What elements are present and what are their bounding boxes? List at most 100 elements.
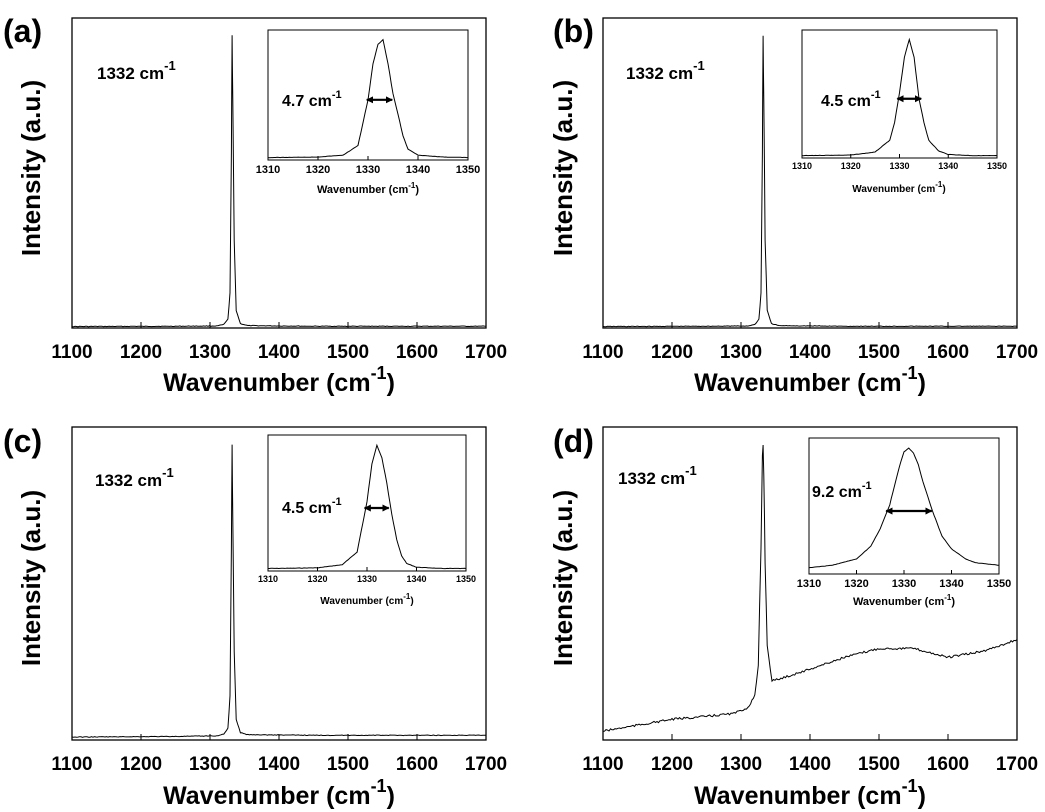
x-axis-label-main-a: Wavenumber (cm bbox=[163, 369, 370, 397]
panel-b: (b) Intensity (a.u.) 1100 1200 1300 1400 150… bbox=[548, 13, 1038, 397]
fwhm-label-main-a: 4.7 cm bbox=[282, 93, 332, 110]
inset-frame-a bbox=[267, 29, 469, 161]
y-axis-label-d: Intensity (a.u.) bbox=[548, 490, 578, 666]
peak-label-c: 1332 cm-1 bbox=[95, 465, 174, 490]
x-axis-label-main-c: Wavenumber (cm bbox=[163, 782, 370, 810]
inset-b: 1310 1320 1330 1340 1350 4.5 cm-1 Wavenumber… bbox=[792, 29, 1007, 195]
panel-label-b: (b) bbox=[553, 13, 594, 49]
inset-d: 1310 1320 1330 1340 1350 9.2 cm-1 Wavenumber… bbox=[797, 437, 1011, 608]
y-axis-label-a: Intensity (a.u.) bbox=[16, 80, 46, 256]
inset-x-tick-label-b-3: 1340 bbox=[938, 161, 958, 171]
x-ticks-d bbox=[602, 734, 1018, 740]
x-tick-label-b-2: 1300 bbox=[720, 342, 762, 363]
inset-x-tick-label-a-0: 1310 bbox=[256, 164, 280, 176]
x-tick-label-d-5: 1600 bbox=[927, 754, 969, 775]
x-tick-label-d-0: 1100 bbox=[582, 754, 623, 775]
x-axis-label-close-c: ) bbox=[387, 782, 395, 810]
x-tick-label-b-4: 1500 bbox=[858, 342, 900, 363]
x-tick-label-c-2: 1300 bbox=[189, 754, 231, 775]
x-tick-label-c-0: 1100 bbox=[51, 754, 92, 775]
x-tick-label-c-1: 1200 bbox=[120, 754, 162, 775]
peak-label-main-c: 1332 cm bbox=[95, 471, 162, 490]
x-axis-label-sup-d: -1 bbox=[902, 776, 918, 796]
panel-d: (d) Intensity (a.u.) 1100 1200 1300 1400 150… bbox=[548, 423, 1038, 810]
peak-label-sup-d: -1 bbox=[685, 463, 697, 478]
inset-xlabel-c: Wavenumber (cm-1) bbox=[320, 592, 413, 607]
x-tick-label-b-1: 1200 bbox=[651, 342, 693, 363]
panel-label-a: (a) bbox=[3, 13, 42, 49]
x-tick-label-d-1: 1200 bbox=[651, 754, 693, 775]
x-tick-labels-c: 1100 1200 1300 1400 1500 1600 1700 bbox=[51, 754, 507, 775]
inset-ticks-d bbox=[808, 570, 1000, 574]
inset-x-tick-label-d-4: 1350 bbox=[987, 578, 1011, 590]
inset-frame-d bbox=[808, 437, 1000, 575]
peak-label-main-d: 1332 cm bbox=[618, 469, 685, 488]
x-tick-label-c-4: 1500 bbox=[327, 754, 369, 775]
x-tick-label-d-2: 1300 bbox=[720, 754, 762, 775]
x-tick-label-a-4: 1500 bbox=[327, 342, 369, 363]
fwhm-label-main-d: 9.2 cm bbox=[812, 484, 862, 501]
fwhm-label-c: 4.5 cm-1 bbox=[282, 496, 342, 517]
x-tick-label-d-4: 1500 bbox=[858, 754, 900, 775]
fwhm-label-sup-b: -1 bbox=[871, 89, 881, 101]
inset-xlabel-sup-a: -1 bbox=[408, 181, 416, 190]
x-tick-label-a-6: 1700 bbox=[465, 342, 507, 363]
peak-label-b: 1332 cm-1 bbox=[626, 58, 705, 83]
x-ticks-b bbox=[602, 322, 1018, 328]
peak-label-d: 1332 cm-1 bbox=[618, 463, 697, 488]
x-tick-label-b-5: 1600 bbox=[927, 342, 969, 363]
x-tick-label-c-5: 1600 bbox=[396, 754, 438, 775]
x-tick-label-b-3: 1400 bbox=[789, 342, 831, 363]
x-tick-label-a-3: 1400 bbox=[258, 342, 300, 363]
inset-xlabel-close-a: ) bbox=[415, 184, 419, 196]
x-tick-labels-b: 1100 1200 1300 1400 1500 1600 1700 bbox=[582, 342, 1038, 363]
peak-label-main-b: 1332 cm bbox=[626, 64, 693, 83]
spectrum-line-d bbox=[602, 444, 1018, 732]
inset-xlabel-close-b: ) bbox=[942, 184, 945, 195]
x-axis-label-sup-b: -1 bbox=[902, 363, 918, 383]
x-tick-labels-d: 1100 1200 1300 1400 1500 1600 1700 bbox=[582, 754, 1038, 775]
inset-xlabel-sup-c: -1 bbox=[403, 592, 411, 601]
inset-xlabel-a: Wavenumber (cm-1) bbox=[317, 181, 419, 196]
inset-xlabel-main-b: Wavenumber (cm bbox=[852, 184, 935, 195]
inset-x-tick-label-b-1: 1320 bbox=[841, 161, 861, 171]
x-tick-label-c-6: 1700 bbox=[465, 754, 507, 775]
inset-xlabel-close-c: ) bbox=[410, 596, 413, 607]
inset-x-tick-label-c-3: 1340 bbox=[406, 574, 426, 584]
fwhm-label-a: 4.7 cm-1 bbox=[282, 89, 342, 110]
inset-x-tick-label-d-2: 1330 bbox=[892, 578, 916, 590]
inset-x-tick-label-a-4: 1350 bbox=[456, 164, 480, 176]
fwhm-label-sup-d: -1 bbox=[862, 480, 872, 492]
x-axis-label-main-d: Wavenumber (cm bbox=[694, 782, 901, 810]
fwhm-label-sup-c: -1 bbox=[332, 496, 342, 508]
x-tick-label-b-6: 1700 bbox=[996, 342, 1038, 363]
spectrum-line-c bbox=[71, 444, 487, 738]
y-axis-label-b: Intensity (a.u.) bbox=[548, 80, 578, 256]
peak-label-sup-c: -1 bbox=[162, 465, 174, 480]
inset-x-tick-label-c-1: 1320 bbox=[307, 574, 327, 584]
inset-x-tick-label-c-0: 1310 bbox=[258, 574, 278, 584]
x-tick-labels-a: 1100 1200 1300 1400 1500 1600 1700 bbox=[51, 342, 507, 363]
x-tick-label-b-0: 1100 bbox=[582, 342, 623, 363]
x-tick-label-a-1: 1200 bbox=[120, 342, 162, 363]
inset-tick-labels-a: 1310 1320 1330 1340 1350 bbox=[256, 164, 480, 176]
inset-xlabel-close-d: ) bbox=[951, 596, 955, 608]
spectrum-line-a bbox=[72, 35, 487, 328]
panel-c: (c) Intensity (a.u.) 1100 1200 1300 1400 150… bbox=[3, 423, 507, 810]
fwhm-label-main-b: 4.5 cm bbox=[821, 93, 871, 110]
inset-line-d bbox=[808, 447, 999, 569]
fwhm-label-main-c: 4.5 cm bbox=[282, 500, 332, 517]
inset-line-a bbox=[267, 38, 468, 159]
inset-a: 1310 1320 1330 1340 1350 4.7 cm-1 Wavenumber… bbox=[256, 29, 480, 196]
inset-x-tick-label-c-4: 1350 bbox=[456, 574, 476, 584]
inset-x-tick-label-d-0: 1310 bbox=[797, 578, 821, 590]
inset-x-tick-label-a-1: 1320 bbox=[306, 164, 330, 176]
inset-xlabel-main-a: Wavenumber (cm bbox=[317, 184, 409, 196]
inset-xlabel-sup-b: -1 bbox=[935, 180, 943, 189]
inset-x-tick-label-b-4: 1350 bbox=[987, 161, 1007, 171]
peak-label-sup-a: -1 bbox=[164, 58, 176, 73]
inset-tick-labels-c: 1310 1320 1330 1340 1350 bbox=[258, 574, 476, 584]
fwhm-label-b: 4.5 cm-1 bbox=[821, 89, 881, 110]
x-axis-label-close-b: ) bbox=[918, 369, 926, 397]
x-ticks-a bbox=[71, 322, 487, 328]
